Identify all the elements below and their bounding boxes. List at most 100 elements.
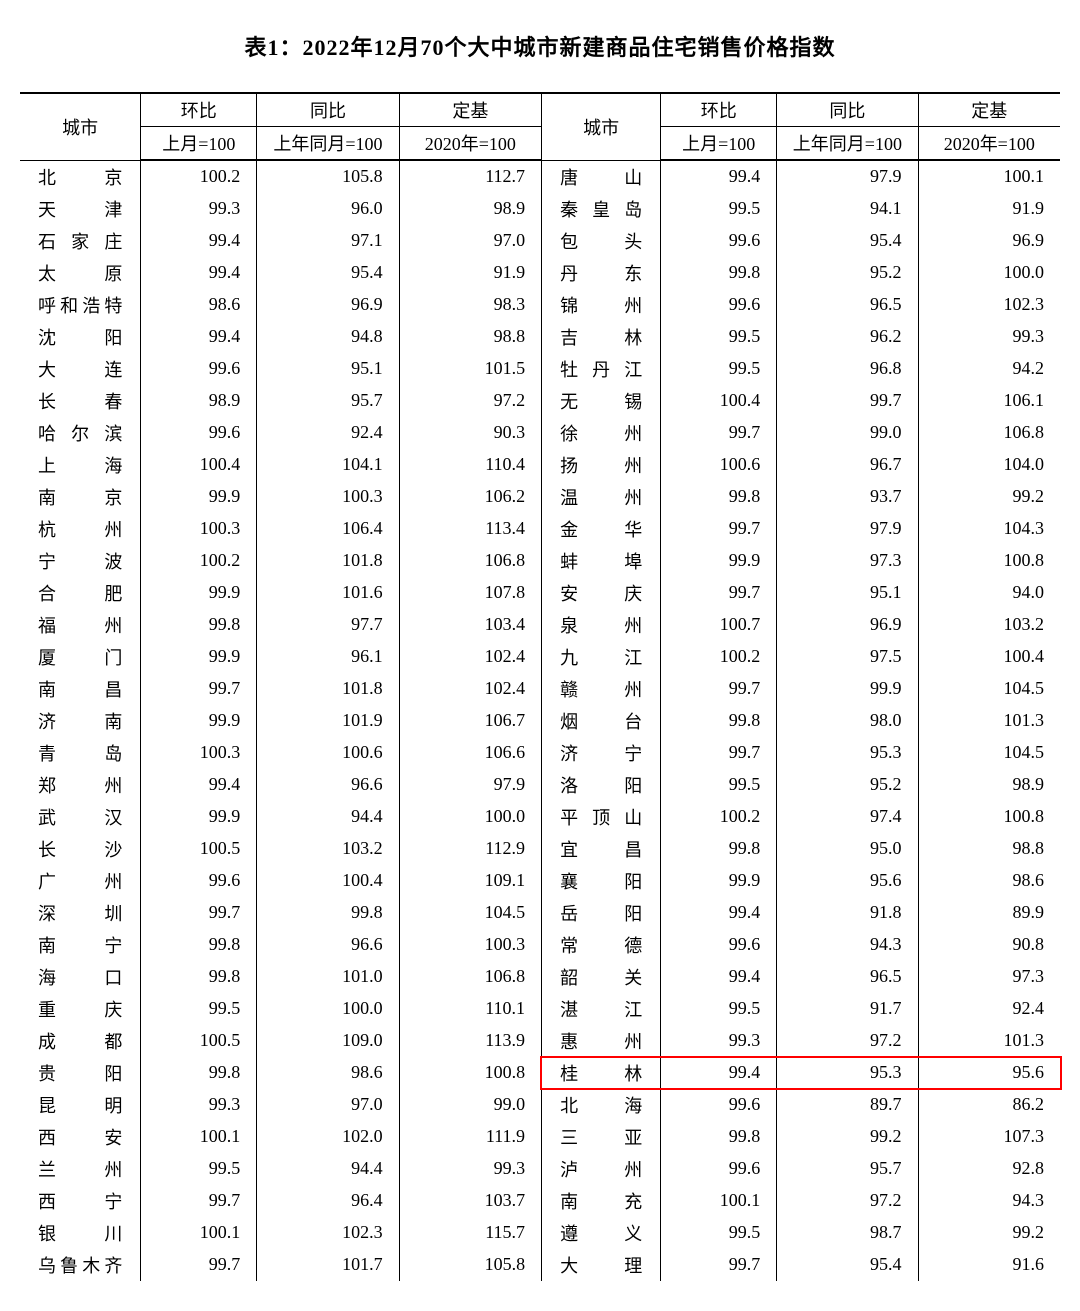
city-name-right: 泸州 bbox=[542, 1153, 661, 1185]
tb-value-right: 95.3 bbox=[777, 737, 918, 769]
table-row: 贵阳99.898.6100.8桂林99.495.395.6 bbox=[20, 1057, 1060, 1089]
tb-value-left: 96.6 bbox=[257, 769, 399, 801]
city-name-right: 蚌埠 bbox=[542, 545, 661, 577]
dj-value-left: 99.0 bbox=[399, 1089, 541, 1121]
dj-value-right: 100.4 bbox=[918, 641, 1060, 673]
hb-value-left: 99.4 bbox=[141, 321, 257, 353]
hb-value-right: 99.8 bbox=[661, 1121, 777, 1153]
city-name-right: 南充 bbox=[542, 1185, 661, 1217]
tb-value-right: 94.3 bbox=[777, 929, 918, 961]
tb-value-right: 95.4 bbox=[777, 225, 918, 257]
hb-value-left: 99.9 bbox=[141, 801, 257, 833]
tb-value-right: 95.6 bbox=[777, 865, 918, 897]
table-wrapper: 城市 环比 同比 定基 城市 环比 同比 定基 上月=100 上年同月=100 … bbox=[20, 92, 1060, 1281]
dj-value-right: 102.3 bbox=[918, 289, 1060, 321]
tb-value-right: 89.7 bbox=[777, 1089, 918, 1121]
tb-value-right: 97.9 bbox=[777, 513, 918, 545]
hb-value-right: 99.9 bbox=[661, 545, 777, 577]
dj-value-right: 99.2 bbox=[918, 1217, 1060, 1249]
tb-value-right: 97.9 bbox=[777, 160, 918, 193]
tb-value-right: 96.5 bbox=[777, 961, 918, 993]
table-row: 长春98.995.797.2无锡100.499.7106.1 bbox=[20, 385, 1060, 417]
dj-value-right: 91.6 bbox=[918, 1249, 1060, 1281]
hb-value-right: 99.8 bbox=[661, 705, 777, 737]
tb-value-left: 99.8 bbox=[257, 897, 399, 929]
city-name-right: 九江 bbox=[542, 641, 661, 673]
city-name-left: 大连 bbox=[20, 353, 141, 385]
dj-value-left: 100.3 bbox=[399, 929, 541, 961]
dj-value-left: 102.4 bbox=[399, 641, 541, 673]
tb-value-left: 95.7 bbox=[257, 385, 399, 417]
tb-value-right: 96.8 bbox=[777, 353, 918, 385]
tb-value-right: 94.1 bbox=[777, 193, 918, 225]
tb-value-left: 101.7 bbox=[257, 1249, 399, 1281]
city-name-left: 杭州 bbox=[20, 513, 141, 545]
dj-value-left: 104.5 bbox=[399, 897, 541, 929]
hb-value-left: 100.2 bbox=[141, 545, 257, 577]
city-name-right: 无锡 bbox=[542, 385, 661, 417]
tb-value-right: 96.2 bbox=[777, 321, 918, 353]
city-name-right: 济宁 bbox=[542, 737, 661, 769]
tb-value-left: 94.4 bbox=[257, 1153, 399, 1185]
hb-value-left: 99.7 bbox=[141, 1249, 257, 1281]
hb-value-left: 100.3 bbox=[141, 513, 257, 545]
hb-value-right: 99.4 bbox=[661, 897, 777, 929]
hb-value-left: 99.9 bbox=[141, 481, 257, 513]
dj-value-right: 100.8 bbox=[918, 801, 1060, 833]
subheader-dj-right: 2020年=100 bbox=[918, 127, 1060, 161]
hb-value-left: 99.6 bbox=[141, 865, 257, 897]
hb-value-left: 100.5 bbox=[141, 1025, 257, 1057]
hb-value-left: 99.9 bbox=[141, 641, 257, 673]
hb-value-left: 99.8 bbox=[141, 961, 257, 993]
city-name-left: 沈阳 bbox=[20, 321, 141, 353]
city-name-left: 济南 bbox=[20, 705, 141, 737]
header-city-right: 城市 bbox=[542, 93, 661, 160]
tb-value-left: 94.4 bbox=[257, 801, 399, 833]
header-dj-left: 定基 bbox=[399, 93, 541, 127]
city-name-left: 南昌 bbox=[20, 673, 141, 705]
tb-value-right: 97.2 bbox=[777, 1025, 918, 1057]
dj-value-right: 101.3 bbox=[918, 1025, 1060, 1057]
hb-value-right: 100.1 bbox=[661, 1185, 777, 1217]
tb-value-left: 106.4 bbox=[257, 513, 399, 545]
tb-value-left: 102.0 bbox=[257, 1121, 399, 1153]
tb-value-right: 99.9 bbox=[777, 673, 918, 705]
city-name-right: 丹东 bbox=[542, 257, 661, 289]
header-tb-right: 同比 bbox=[777, 93, 918, 127]
city-name-right: 安庆 bbox=[542, 577, 661, 609]
dj-value-left: 106.8 bbox=[399, 961, 541, 993]
dj-value-left: 98.9 bbox=[399, 193, 541, 225]
dj-value-right: 96.9 bbox=[918, 225, 1060, 257]
table-body: 北京100.2105.8112.7唐山99.497.9100.1天津99.396… bbox=[20, 160, 1060, 1281]
city-name-left: 南宁 bbox=[20, 929, 141, 961]
hb-value-right: 99.5 bbox=[661, 193, 777, 225]
hb-value-right: 99.7 bbox=[661, 673, 777, 705]
hb-value-right: 99.9 bbox=[661, 865, 777, 897]
table-header: 城市 环比 同比 定基 城市 环比 同比 定基 上月=100 上年同月=100 … bbox=[20, 93, 1060, 160]
tb-value-right: 93.7 bbox=[777, 481, 918, 513]
dj-value-left: 110.4 bbox=[399, 449, 541, 481]
city-name-left: 长春 bbox=[20, 385, 141, 417]
tb-value-left: 94.8 bbox=[257, 321, 399, 353]
hb-value-right: 99.4 bbox=[661, 1057, 777, 1089]
tb-value-left: 98.6 bbox=[257, 1057, 399, 1089]
city-name-left: 北京 bbox=[20, 160, 141, 193]
city-name-right: 吉林 bbox=[542, 321, 661, 353]
table-row: 青岛100.3100.6106.6济宁99.795.3104.5 bbox=[20, 737, 1060, 769]
subheader-hb-left: 上月=100 bbox=[141, 127, 257, 161]
tb-value-left: 103.2 bbox=[257, 833, 399, 865]
tb-value-right: 97.2 bbox=[777, 1185, 918, 1217]
table-row: 武汉99.994.4100.0平顶山100.297.4100.8 bbox=[20, 801, 1060, 833]
city-name-left: 郑州 bbox=[20, 769, 141, 801]
tb-value-right: 99.0 bbox=[777, 417, 918, 449]
hb-value-right: 100.4 bbox=[661, 385, 777, 417]
table-row: 哈尔滨99.692.490.3徐州99.799.0106.8 bbox=[20, 417, 1060, 449]
table-row: 宁波100.2101.8106.8蚌埠99.997.3100.8 bbox=[20, 545, 1060, 577]
hb-value-left: 99.7 bbox=[141, 897, 257, 929]
tb-value-left: 100.4 bbox=[257, 865, 399, 897]
hb-value-right: 99.7 bbox=[661, 1249, 777, 1281]
hb-value-left: 100.3 bbox=[141, 737, 257, 769]
hb-value-right: 99.5 bbox=[661, 321, 777, 353]
tb-value-left: 101.6 bbox=[257, 577, 399, 609]
city-name-right: 北海 bbox=[542, 1089, 661, 1121]
